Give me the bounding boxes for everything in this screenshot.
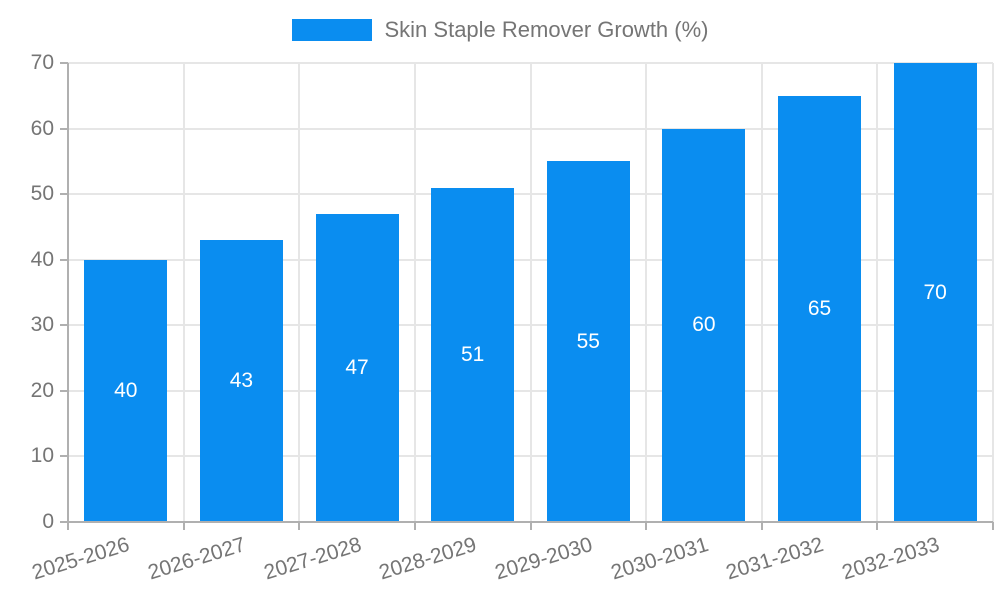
bar-value-label: 55 [576,329,600,353]
x-axis-category-label: 2032-2033 [839,533,942,585]
bar[interactable] [84,259,168,522]
x-axis-category-label: 2031-2032 [723,533,827,585]
y-axis-line [67,63,69,530]
gridline-vertical [992,63,994,522]
x-axis-tick [645,522,648,530]
y-axis-tick-label: 40 [30,247,54,271]
y-axis-tick-label: 70 [30,51,54,74]
y-axis-tick-label: 20 [30,378,54,402]
x-axis-tick [298,522,301,530]
gridline-vertical [182,63,185,522]
x-axis-tick [876,522,879,530]
bar-value-label: 40 [114,378,138,402]
y-axis-tick [60,389,68,392]
y-axis-tick [60,62,68,64]
x-axis-tick [529,522,532,530]
y-axis-tick [60,258,68,261]
legend-swatch [291,19,372,41]
bar-value-label: 60 [692,313,716,337]
x-axis-tick [413,522,416,530]
x-axis-tick [182,522,185,530]
bar-value-label: 43 [229,369,254,393]
bar[interactable] [315,213,399,522]
x-axis-category-label: 2027-2028 [261,533,364,585]
y-axis-tick [60,521,68,523]
gridline-vertical [529,63,532,522]
x-axis-category-label: 2028-2029 [376,533,480,585]
bar[interactable] [662,128,746,522]
gridline-vertical [413,63,416,522]
y-axis-tick-label: 0 [42,510,54,533]
x-axis-tick [992,522,994,530]
x-axis-category-label: 2030-2031 [607,533,711,585]
bar-value-label: 70 [923,280,947,304]
legend[interactable]: Skin Staple Remover Growth (%) [0,17,1000,43]
y-axis-tick-label: 60 [30,116,54,140]
gridline-vertical [645,63,648,522]
bar[interactable] [199,240,283,522]
y-axis-tick [60,324,68,327]
y-axis-tick-label: 10 [30,444,54,468]
bar-value-label: 65 [807,296,832,320]
gridline-vertical [876,63,879,522]
bar-value-label: 51 [461,342,485,366]
bar[interactable] [431,187,515,522]
bar-value-label: 47 [345,355,369,379]
bar[interactable] [893,63,977,522]
legend-label: Skin Staple Remover Growth (%) [384,17,709,42]
x-axis-category-label: 2029-2030 [492,533,596,585]
bar[interactable] [546,161,630,522]
x-axis-category-label: 2026-2027 [145,533,249,585]
y-axis-tick [60,127,68,130]
x-axis-tick [760,522,763,530]
y-axis-tick [60,455,68,458]
gridline-vertical [760,63,763,522]
y-axis-tick [60,193,68,196]
bar[interactable] [778,95,862,522]
y-axis-tick-label: 30 [30,313,54,337]
y-axis-tick-label: 50 [30,182,54,206]
x-axis-category-label: 2025-2026 [29,533,133,585]
gridline-vertical [298,63,301,522]
